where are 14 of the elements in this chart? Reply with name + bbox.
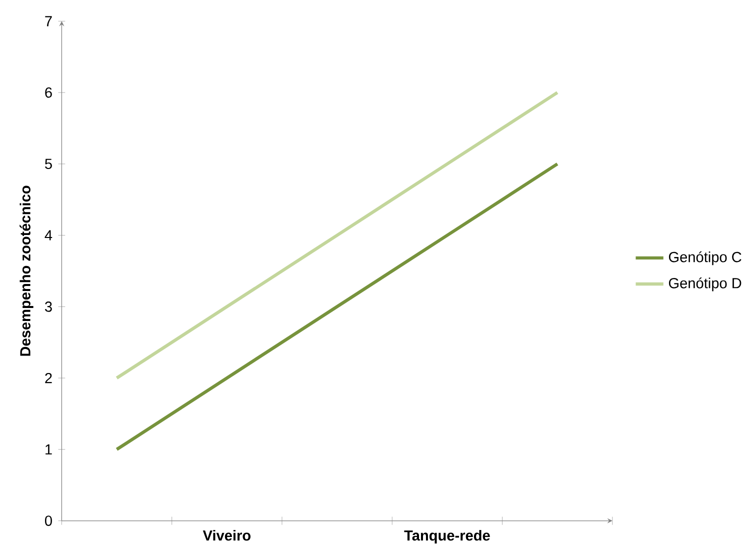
line-series <box>115 90 559 380</box>
y-tick-label: 0 <box>44 516 52 526</box>
y-tick-label: 1 <box>46 444 52 454</box>
y-tick-label: 5 <box>45 158 52 170</box>
y-tick-label: 3 <box>44 302 52 312</box>
y-tick-label: 7 <box>45 16 52 26</box>
y-tick-label: 4 <box>44 230 52 240</box>
legend-label: Genótipo C <box>668 251 742 266</box>
y-tick-label: 2 <box>45 372 52 384</box>
y-tick-label: 6 <box>45 87 52 98</box>
x-tick-label: Tanque-rede <box>404 530 490 544</box>
y-axis-title: Desempenho zootécnico <box>20 186 34 356</box>
legend-label: Genótipo D <box>668 277 742 292</box>
x-tick-label: Viveiro <box>202 530 251 541</box>
